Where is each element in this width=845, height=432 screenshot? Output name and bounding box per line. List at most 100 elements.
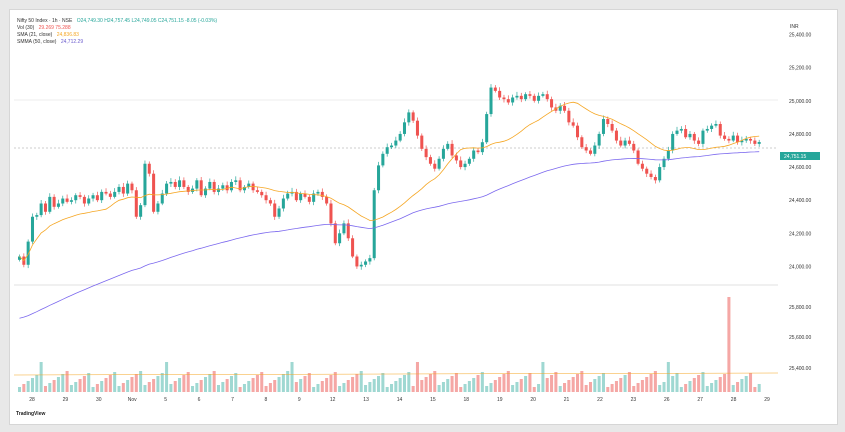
volume-bar: [558, 386, 562, 392]
vol-label[interactable]: Vol (30): [17, 25, 35, 31]
volume-bar: [433, 371, 437, 392]
sma-label[interactable]: SMA (21, close): [17, 32, 53, 38]
candle-body: [342, 223, 346, 234]
x-axis-tick-label: 12: [330, 397, 336, 403]
volume-bar: [69, 385, 73, 392]
volume-bar: [502, 374, 506, 392]
candle-body: [736, 135, 740, 143]
candle-body: [636, 150, 640, 164]
volume-bar: [286, 371, 290, 392]
x-axis-tick-label: 29: [764, 397, 770, 403]
currency-label[interactable]: INR: [790, 24, 799, 30]
candle-body: [234, 180, 238, 182]
legend-symbol-row: Nifty 50 Index · 1h · NSE O24,749.30 H24…: [17, 18, 217, 25]
candle-body: [567, 110, 571, 123]
candle-body: [238, 180, 242, 191]
volume-bar: [143, 385, 147, 392]
candle-body: [493, 87, 497, 91]
volume-bar: [563, 383, 567, 392]
candle-body: [277, 208, 281, 217]
volume-bar: [606, 387, 610, 392]
candle-body: [705, 128, 709, 131]
candle-body: [394, 140, 398, 146]
candle-body: [216, 188, 221, 192]
candle-body: [52, 196, 56, 207]
volume-bar: [173, 381, 177, 392]
volume-bar: [372, 379, 376, 392]
candle-body: [584, 147, 588, 151]
candle-body: [459, 160, 463, 168]
volume-bar: [467, 381, 471, 392]
price-axis-label: 24,400.00: [789, 198, 811, 204]
volume-bar: [731, 385, 735, 392]
volume-bar: [619, 378, 623, 392]
x-axis-tick-label: 6: [198, 397, 201, 403]
volume-bar: [498, 377, 502, 392]
candle-body: [364, 261, 368, 265]
candle-body: [117, 186, 121, 192]
volume-bar: [368, 382, 372, 392]
volume-bar: [312, 387, 316, 392]
candle-body: [35, 215, 39, 217]
price-axis-label: 24,600.00: [789, 165, 811, 171]
volume-bar: [571, 377, 575, 392]
volume-ma-line: [13, 372, 779, 376]
volume-bar: [39, 362, 43, 392]
candle-body: [601, 119, 605, 134]
symbol-label[interactable]: Nifty 50 Index · 1h · NSE: [17, 18, 73, 24]
candle-body: [727, 138, 731, 141]
volume-bar: [359, 371, 363, 392]
candle-body: [320, 191, 324, 197]
candle-body: [281, 198, 285, 209]
candle-body: [511, 97, 515, 103]
candle-body: [749, 138, 753, 141]
volume-bar: [645, 377, 649, 392]
candle-body: [697, 140, 701, 144]
volume-bar: [156, 376, 160, 392]
volume-bar: [216, 385, 221, 392]
volume-bar: [238, 387, 242, 392]
volume-bar: [333, 372, 337, 392]
candle-body: [121, 186, 125, 194]
volume-bar: [139, 371, 143, 392]
volume-bar: [22, 384, 26, 392]
candle-body: [325, 196, 329, 204]
candle-body: [489, 87, 493, 115]
volume-bar: [191, 386, 195, 392]
candle-body: [48, 196, 52, 212]
candle-body: [160, 193, 164, 204]
candle-body: [74, 195, 78, 201]
volume-bar: [580, 371, 584, 392]
candle-body: [744, 138, 748, 141]
tradingview-logo: TradingView: [16, 411, 46, 417]
volume-bar: [61, 374, 65, 392]
candle-body: [415, 120, 419, 136]
candle-body: [221, 185, 225, 189]
volume-bar: [303, 376, 307, 392]
volume-bar: [402, 375, 407, 392]
candle-body: [433, 163, 437, 169]
volume-bar: [48, 383, 52, 392]
volume-bar: [437, 385, 441, 392]
x-axis-tick-label: 29: [63, 397, 69, 403]
volume-bar: [614, 381, 618, 392]
legend-vol-row: Vol (30) 29.269 75.288: [17, 25, 217, 32]
volume-bar: [649, 374, 653, 392]
volume-bar: [104, 378, 108, 392]
volume-bar: [640, 380, 644, 392]
volume-bar: [688, 381, 692, 392]
smma-label[interactable]: SMMA (50, close): [17, 39, 57, 45]
volume-bar: [147, 382, 151, 392]
volume-bar: [584, 385, 588, 392]
candle-body: [714, 124, 718, 126]
candle-body: [381, 153, 385, 166]
candle-body: [662, 158, 666, 168]
candle-body: [411, 112, 415, 121]
volume-bar: [684, 384, 688, 392]
volume-bar: [30, 378, 35, 392]
volume-bar: [588, 382, 593, 392]
candle-body: [679, 128, 683, 131]
candle-body: [454, 155, 458, 161]
volume-bar: [390, 384, 394, 392]
